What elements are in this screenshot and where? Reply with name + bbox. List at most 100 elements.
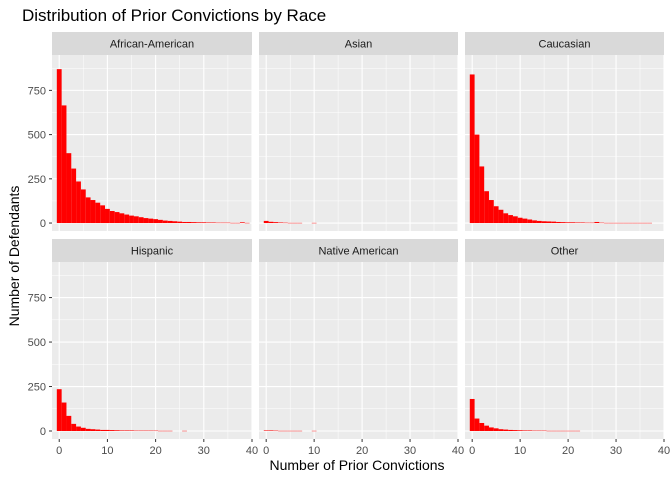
histogram-bar xyxy=(85,428,91,431)
facet-strip-label: Hispanic xyxy=(131,246,174,258)
histogram-bar xyxy=(129,430,134,431)
histogram-bar xyxy=(211,222,216,224)
histogram-bar xyxy=(498,209,504,224)
histogram-bar xyxy=(484,425,489,431)
histogram-bar xyxy=(143,218,149,224)
histogram-bar xyxy=(263,430,269,431)
histogram-bar xyxy=(488,427,494,431)
histogram-bar xyxy=(124,214,130,224)
panel-native-american: Native American 0 10 20 30 40 xyxy=(259,239,464,457)
histogram-bar xyxy=(527,430,533,431)
y-tick-label: 500 xyxy=(28,130,46,142)
histogram-bar xyxy=(158,219,163,224)
histogram-bar xyxy=(71,168,77,224)
histogram-bar xyxy=(517,430,523,431)
histogram-bar xyxy=(469,74,475,224)
histogram-bar xyxy=(541,221,547,224)
histogram-bar xyxy=(90,200,96,224)
histogram-bar xyxy=(556,221,561,224)
histogram-bar xyxy=(61,105,67,224)
facet-strip xyxy=(52,32,252,55)
y-tick-label: 250 xyxy=(28,174,46,186)
histogram-bar xyxy=(517,217,523,224)
x-tick-label: 10 xyxy=(514,445,526,457)
histogram-bar xyxy=(546,221,552,224)
y-tick-label: 750 xyxy=(28,293,46,305)
histogram-bar xyxy=(551,221,557,224)
facet-strip xyxy=(465,239,664,262)
panel-background xyxy=(465,262,664,439)
x-tick-label: 30 xyxy=(198,445,210,457)
histogram-bar xyxy=(172,221,178,224)
x-tick-label: 10 xyxy=(308,445,320,457)
histogram-bar xyxy=(512,430,518,431)
histogram-bar xyxy=(100,429,106,431)
x-tick-label: 20 xyxy=(149,445,161,457)
panel-hispanic: Hispanic 0 250 500 750 0 10 20 30 40 xyxy=(28,239,258,457)
facet-strip xyxy=(465,32,664,55)
y-tick-label: 500 xyxy=(28,337,46,349)
x-tick-label: 40 xyxy=(246,445,258,457)
histogram-bar xyxy=(124,430,130,431)
y-tick-label: 250 xyxy=(28,382,46,394)
histogram-bar xyxy=(76,181,81,224)
facet-strip xyxy=(52,239,252,262)
facet-strip xyxy=(259,239,458,262)
histogram-bar xyxy=(474,418,480,431)
facet-strip-label: Caucasian xyxy=(539,39,591,51)
histogram-bar xyxy=(503,213,509,224)
histogram-bar xyxy=(133,216,139,224)
histogram-bar xyxy=(100,205,106,224)
x-tick-label: 20 xyxy=(356,445,368,457)
facet-panels: African-American 0 250 500 750 Asian Caucasian… xyxy=(28,32,670,457)
facet-strip-label: African-American xyxy=(110,39,194,51)
histogram-bar xyxy=(71,423,77,431)
histogram-bar xyxy=(80,189,86,224)
panel-other: Other 0 10 20 30 40 xyxy=(465,239,670,457)
histogram-bar xyxy=(90,429,96,431)
histogram-bar xyxy=(61,402,67,431)
panel-background xyxy=(465,55,664,231)
histogram-bar xyxy=(273,222,279,224)
histogram-bar xyxy=(488,200,494,224)
histogram-bar xyxy=(532,220,537,224)
facet-strip-label: Other xyxy=(551,246,579,258)
facet-strip-label: Native American xyxy=(318,246,398,258)
y-tick-label: 0 xyxy=(40,426,46,438)
histogram-bar xyxy=(512,216,518,224)
histogram-bar xyxy=(570,222,576,224)
x-tick-label: 40 xyxy=(658,445,670,457)
histogram-bar xyxy=(105,208,110,224)
x-tick-label: 0 xyxy=(263,445,269,457)
x-tick-label: 30 xyxy=(404,445,416,457)
histogram-bar xyxy=(239,222,245,224)
histogram-bar xyxy=(114,212,120,224)
histogram-bar xyxy=(148,218,154,224)
histogram-bar xyxy=(575,222,581,224)
histogram-bar xyxy=(522,218,528,224)
y-tick-label: 750 xyxy=(28,85,46,97)
facet-strip-label: Asian xyxy=(345,39,373,51)
histogram-bar xyxy=(186,221,192,224)
histogram-bar xyxy=(85,197,91,224)
x-tick-label: 20 xyxy=(562,445,574,457)
histogram-bar xyxy=(177,221,183,224)
histogram-bar xyxy=(95,429,101,431)
histogram-bar xyxy=(56,69,62,224)
histogram-bar xyxy=(182,221,187,224)
x-axis-title: Number of Prior Convictions xyxy=(269,457,444,473)
histogram-bar xyxy=(162,220,168,224)
histogram-bar xyxy=(138,217,144,224)
chart-title: Distribution of Prior Convictions by Rac… xyxy=(22,6,326,25)
x-tick-label: 30 xyxy=(610,445,622,457)
histogram-bar xyxy=(201,222,207,224)
histogram-bar xyxy=(503,429,509,431)
histogram-bar xyxy=(498,429,504,431)
histogram-bar xyxy=(479,166,485,224)
x-tick-label: 0 xyxy=(56,445,62,457)
histogram-bar xyxy=(560,222,566,224)
histogram-bar xyxy=(493,206,499,224)
histogram-bar xyxy=(594,221,600,224)
histogram-bar xyxy=(268,430,274,431)
histogram-bar xyxy=(119,430,125,431)
